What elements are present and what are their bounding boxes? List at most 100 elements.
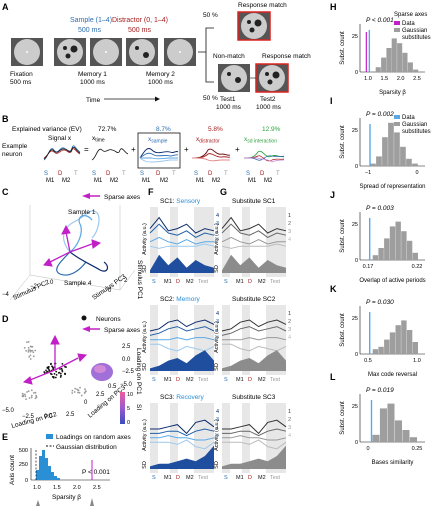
c-axis-pc1: Stimulus PC1 bbox=[136, 260, 143, 300]
sample-number: 4 bbox=[216, 213, 219, 219]
svg-text:M1: M1 bbox=[142, 178, 151, 184]
memory1-label: Memory 1 bbox=[78, 71, 107, 78]
hist-bar bbox=[406, 158, 412, 166]
x-sample-traces bbox=[139, 147, 179, 163]
sample-number: 2 bbox=[288, 417, 291, 423]
hist-xtick: −1 bbox=[365, 170, 371, 176]
hist-ylabel: Subst. count bbox=[340, 219, 346, 253]
hist-ylabel: Subst. count bbox=[340, 31, 346, 65]
svg-text:0.0: 0.0 bbox=[122, 357, 131, 363]
e-xlabel: Sparsity β bbox=[52, 494, 81, 501]
panel-label-k: K bbox=[330, 284, 337, 294]
hist-bar bbox=[386, 48, 392, 72]
epoch-label: M1 bbox=[236, 377, 244, 383]
hist-ytick: 0 bbox=[355, 352, 358, 358]
e-legend-gaussian: Gaussian distribution bbox=[56, 444, 117, 451]
hist-panel_i: Subst. count 25 0 P = 0.002 −1 0 Spread of rep… bbox=[340, 111, 431, 190]
sample-number: 2 bbox=[216, 237, 219, 243]
hist-bar bbox=[413, 69, 419, 72]
sample-number: 1 bbox=[288, 213, 291, 219]
sd-label: SD bbox=[214, 363, 220, 371]
hist-xtick: 0.5 bbox=[364, 358, 372, 364]
hist-bar bbox=[412, 342, 418, 354]
activity-trace bbox=[221, 223, 287, 238]
hist-xlabel: Bases similarity bbox=[372, 460, 414, 466]
svg-text:2.0: 2.0 bbox=[73, 485, 81, 491]
sample-number: 3 bbox=[216, 221, 219, 227]
neuron-point bbox=[53, 373, 56, 375]
activity-trace bbox=[222, 337, 287, 341]
hist-panel_l: Subst. count 25 0 P = 0.019 0 0.25 Bases simil… bbox=[340, 387, 425, 466]
hist-bar bbox=[384, 339, 390, 354]
hist-xlabel: Overlap of active periods bbox=[359, 278, 425, 284]
sample-number: 3 bbox=[216, 319, 219, 325]
svg-text:D: D bbox=[208, 171, 213, 177]
hist-ytick: 0 bbox=[355, 258, 358, 264]
neuron-point bbox=[48, 369, 51, 372]
sd-area bbox=[222, 350, 286, 371]
sample-number: 2 bbox=[288, 221, 291, 227]
epoch-label: S bbox=[224, 377, 228, 383]
neuron-point bbox=[27, 349, 30, 351]
activity-trace bbox=[149, 319, 215, 332]
c-legend-sparse: Sparse axes bbox=[104, 194, 141, 201]
neuron-point bbox=[71, 389, 74, 392]
svg-text:−2.5: −2.5 bbox=[22, 414, 35, 420]
neuron-point bbox=[29, 349, 31, 352]
hist-bar bbox=[397, 43, 403, 72]
neuron-point bbox=[27, 351, 30, 353]
neuron-point bbox=[30, 394, 33, 397]
ev-title: Explained variance (EV) bbox=[12, 126, 82, 133]
neuron-point bbox=[27, 341, 30, 343]
hist-bar bbox=[406, 240, 413, 260]
ev-distractor: 5.8% bbox=[208, 126, 223, 133]
d-axis-ticks: 2.5 0.0 −2.5 −5.0 −5.0 −2.5 0.0 2.5 0 2.… bbox=[2, 344, 135, 420]
neuron-point bbox=[47, 366, 49, 368]
hist-xlabel: Spread of representation bbox=[359, 184, 425, 190]
hist-xtick: 0 bbox=[366, 446, 369, 452]
epoch-label: D bbox=[176, 377, 180, 383]
epoch-label: Test bbox=[198, 279, 209, 285]
test1-label: Test1 bbox=[220, 96, 236, 103]
x-time-label: xtime bbox=[92, 135, 105, 144]
sample-number: 4 bbox=[288, 433, 291, 439]
hist-bar bbox=[394, 132, 400, 166]
epoch-label: M2 bbox=[186, 377, 194, 383]
epoch-label: M1 bbox=[164, 475, 172, 481]
f-title-1: SC1: Sensory bbox=[160, 198, 201, 205]
svg-text:5: 5 bbox=[127, 406, 130, 412]
panel-c: C Sparse axes Sample 1 Sample 4 Stimulus… bbox=[2, 187, 143, 302]
neuron-point bbox=[24, 395, 27, 397]
hist-ytick: 25 bbox=[352, 34, 358, 40]
activity-trace bbox=[150, 343, 215, 352]
neuron-point bbox=[64, 365, 66, 368]
hist-bar bbox=[376, 156, 382, 166]
distractor-duration: 500 ms bbox=[128, 27, 151, 34]
svg-text:M1: M1 bbox=[196, 178, 205, 184]
x-sample-label: xsample bbox=[148, 136, 168, 145]
hist-bar bbox=[372, 434, 380, 442]
screen-memory1 bbox=[90, 38, 122, 66]
c-ticks: −4 −2 0 0 2 bbox=[2, 278, 128, 298]
e-histogram bbox=[36, 450, 60, 480]
neuron-point bbox=[25, 350, 28, 352]
x-distractor-traces bbox=[191, 148, 231, 162]
sd-label: SD bbox=[142, 363, 148, 371]
neuron-point bbox=[61, 369, 64, 372]
hist-ytick: 25 bbox=[352, 128, 358, 134]
memory2-duration: 1000 ms bbox=[148, 79, 174, 86]
sample-number: 4 bbox=[288, 237, 291, 243]
sample-number: 3 bbox=[288, 425, 291, 431]
neuron-point bbox=[50, 373, 53, 376]
test2-duration: 1000 ms bbox=[256, 104, 282, 111]
hist-bar bbox=[407, 62, 413, 72]
epoch-label: S bbox=[152, 377, 156, 383]
hist-bar bbox=[400, 146, 406, 166]
epoch-label: M2 bbox=[258, 279, 266, 285]
neuron-point bbox=[46, 370, 49, 373]
svg-text:0: 0 bbox=[25, 478, 28, 484]
hist-legend-data: Data bbox=[402, 21, 415, 27]
neuron-point bbox=[28, 356, 31, 358]
neuron-point bbox=[26, 391, 28, 393]
